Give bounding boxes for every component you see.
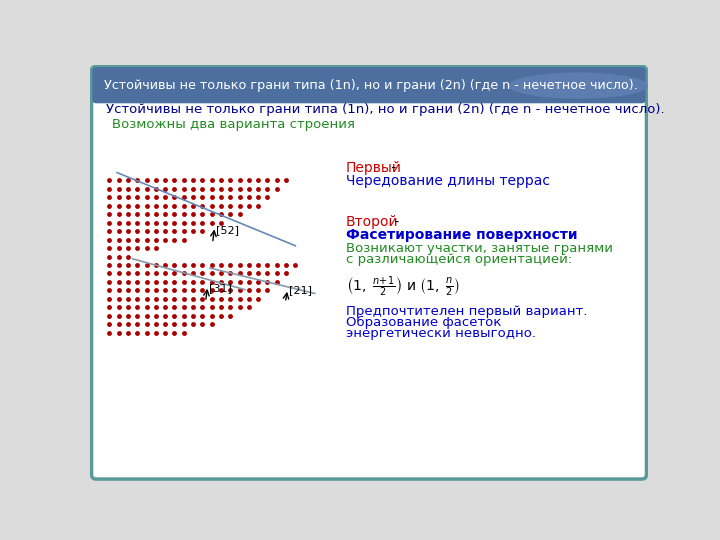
Text: с различающейся ориентацией:: с различающейся ориентацией:	[346, 253, 572, 266]
FancyBboxPatch shape	[91, 66, 647, 479]
FancyBboxPatch shape	[92, 67, 646, 103]
Text: Возможны два варианта строения: Возможны два варианта строения	[112, 118, 355, 131]
Text: Устойчивы не только грани типа (1n), но и грани (2n) (где n - нечетное число).: Устойчивы не только грани типа (1n), но …	[106, 103, 664, 116]
Text: Устойчивы не только грани типа (1n), но и грани (2n) (где n - нечетное число).: Устойчивы не только грани типа (1n), но …	[104, 79, 638, 92]
Text: [31]: [31]	[210, 283, 233, 293]
Ellipse shape	[508, 72, 648, 99]
Text: $\left(1,\;\frac{n\!+\!1}{2}\right)$ и $\left(1,\;\frac{n}{2}\right)$: $\left(1,\;\frac{n\!+\!1}{2}\right)$ и $…	[346, 274, 459, 299]
Text: Предпочтителен первый вариант.: Предпочтителен первый вариант.	[346, 305, 587, 318]
Text: -: -	[387, 161, 396, 175]
Text: Второй: Второй	[346, 215, 398, 229]
Text: [21]: [21]	[289, 286, 312, 295]
Text: Фасетирование поверхности: Фасетирование поверхности	[346, 228, 577, 242]
Text: Возникают участки, занятые гранями: Возникают участки, занятые гранями	[346, 242, 613, 255]
Text: Первый: Первый	[346, 161, 402, 175]
Text: Образование фасеток: Образование фасеток	[346, 316, 501, 329]
Text: энергетически невыгодно.: энергетически невыгодно.	[346, 327, 536, 340]
Text: -: -	[390, 215, 399, 229]
Text: Чередование длины террас: Чередование длины террас	[346, 174, 550, 188]
Text: [52]: [52]	[216, 225, 239, 235]
